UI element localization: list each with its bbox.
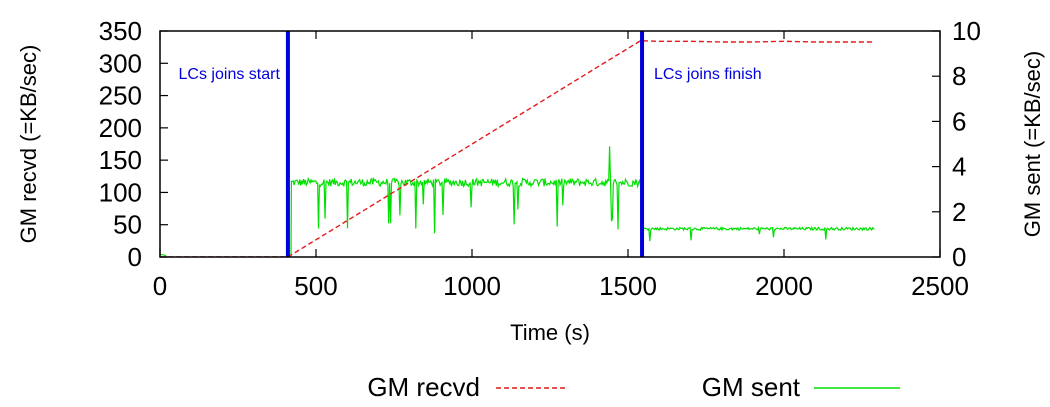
y-tick-label-left: 200 — [99, 113, 142, 143]
series-gm-sent-line — [641, 225, 875, 256]
annotation-layer: LCs joins start LCs joins finish — [179, 31, 762, 257]
y-axis-title-left: GM recvd (=KB/sec) — [16, 45, 41, 244]
x-tick-label: 0 — [153, 271, 167, 301]
annotation-label: LCs joins finish — [654, 66, 762, 83]
y-axis-title-right: GM sent (=KB/sec) — [1020, 51, 1045, 237]
series-gm-sent-line — [160, 254, 167, 257]
x-tick-label: 2500 — [911, 271, 969, 301]
y-tick-label-left: 50 — [113, 210, 142, 240]
legend-label-gm-recvd: GM recvd — [367, 372, 480, 402]
y-tick-label-right: 8 — [952, 61, 966, 91]
y-tick-label-left: 300 — [99, 48, 142, 78]
y-ticks-right: 0 2 4 6 8 10 — [932, 16, 981, 272]
y-tick-label-left: 250 — [99, 81, 142, 111]
x-ticks: 0 500 1000 1500 2000 2500 — [153, 31, 969, 301]
x-tick-label: 2000 — [755, 271, 813, 301]
x-tick-label: 1500 — [599, 271, 657, 301]
x-tick-label: 1000 — [443, 271, 501, 301]
y-tick-label-left: 100 — [99, 177, 142, 207]
y-tick-label-right: 0 — [952, 242, 966, 272]
y-tick-label-left: 350 — [99, 16, 142, 46]
y-tick-label-left: 0 — [128, 242, 142, 272]
x-axis-title: Time (s) — [510, 320, 590, 345]
y-tick-label-right: 6 — [952, 106, 966, 136]
plot-frame — [159, 30, 941, 258]
annotation-label: LCs joins start — [179, 66, 281, 83]
x-tick-label: 500 — [294, 271, 337, 301]
y-tick-label-left: 150 — [99, 145, 142, 175]
legend: GM recvd GM sent — [367, 372, 900, 402]
y-tick-label-right: 4 — [952, 152, 966, 182]
legend-label-gm-sent: GM sent — [702, 372, 801, 402]
y-tick-label-right: 2 — [952, 197, 966, 227]
y-tick-label-right: 10 — [952, 16, 981, 46]
series-layer — [160, 39, 875, 257]
series-gm-sent-line — [290, 146, 642, 256]
